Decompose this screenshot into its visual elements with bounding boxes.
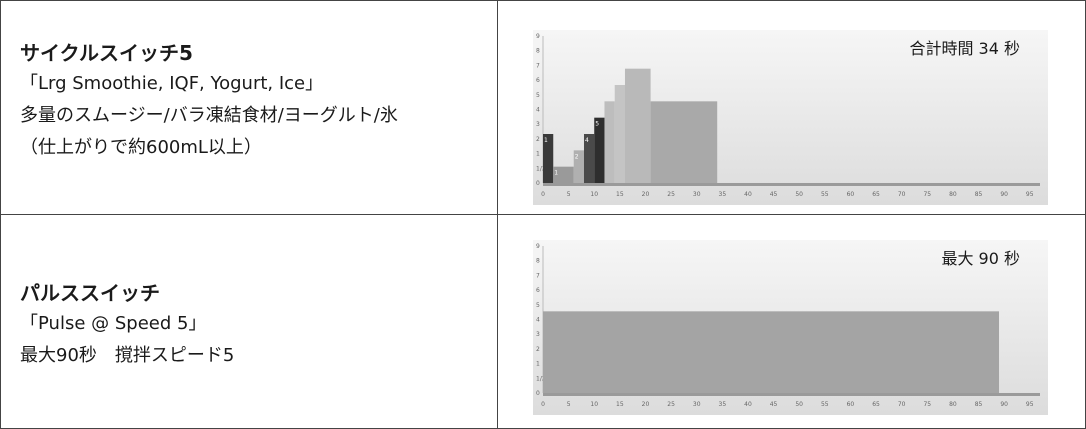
bar-data-label: 2: [575, 153, 579, 160]
cycle-switch-program-name: 「Lrg Smoothie, IQF, Yogurt, Ice」: [20, 73, 324, 94]
x-tick-label: 40: [744, 191, 752, 198]
cycle-switch-usage: 多量のスムージー/バラ凍結食材/ヨーグルト/氷: [20, 105, 398, 126]
y-tick-label: 5: [536, 302, 540, 309]
cycle-switch-title: サイクルスイッチ5: [20, 41, 193, 65]
x-tick-label: 20: [642, 191, 650, 198]
x-tick-label: 60: [847, 401, 855, 408]
y-tick-label: 9: [536, 33, 540, 40]
x-tick-label: 70: [898, 191, 906, 198]
x-tick-label: 45: [770, 401, 778, 408]
x-tick-label: 75: [923, 401, 931, 408]
x-tick-label: 0: [541, 191, 545, 198]
y-tick-label: 3: [536, 121, 540, 128]
y-tick-label: 6: [536, 287, 540, 294]
x-tick-label: 5: [567, 191, 571, 198]
x-tick-label: 25: [667, 401, 675, 408]
y-tick-label: 0: [536, 390, 540, 397]
chart-title: 合計時間 34 秒: [909, 39, 1020, 58]
pulse-switch-description: パルススイッチ 「Pulse @ Speed 5」 最大90秒 撹拌スピード5: [20, 278, 234, 372]
x-axis: [543, 393, 1040, 396]
pulse-speed-chart: 0 1/2 1 2 3 4 5 6 7 8 9 0 5 10 15 20 25 30 35 40 45 50 55 60 65 7…: [533, 240, 1048, 415]
x-tick-label: 40: [744, 401, 752, 408]
x-tick-label: 55: [821, 191, 829, 198]
x-tick-label: 25: [667, 191, 675, 198]
cycle-switch-description: サイクルスイッチ5 「Lrg Smoothie, IQF, Yogurt, Ic…: [20, 38, 398, 164]
table-border-top: [0, 0, 1086, 1]
x-tick-label: 85: [975, 191, 983, 198]
y-tick-label: 6: [536, 77, 540, 84]
x-tick-label: 95: [1026, 191, 1034, 198]
cycle-switch-volume: （仕上がりで約600mL以上）: [20, 137, 262, 158]
speed-bar: [573, 150, 584, 183]
x-tick-label: 10: [590, 191, 598, 198]
pulse-switch-title: パルススイッチ: [20, 281, 160, 305]
x-tick-label: 80: [949, 191, 957, 198]
y-tick-label: 1/2: [536, 165, 546, 172]
x-tick-label: 75: [923, 191, 931, 198]
x-tick-label: 90: [1000, 191, 1008, 198]
pulse-switch-usage: 最大90秒 撹拌スピード5: [20, 345, 235, 366]
row-divider: [0, 214, 1086, 215]
x-tick-label: 0: [541, 401, 545, 408]
x-tick-label: 65: [872, 401, 880, 408]
x-tick-label: 65: [872, 191, 880, 198]
x-tick-label: 5: [567, 401, 571, 408]
y-tick-label: 1/2: [536, 375, 546, 382]
x-tick-label: 80: [949, 401, 957, 408]
bar-data-label: 5: [595, 121, 599, 128]
y-tick-label: 3: [536, 331, 540, 338]
y-tick-label: 4: [536, 107, 540, 114]
chart-title: 最大 90 秒: [941, 249, 1020, 268]
speed-bar: [614, 85, 625, 183]
x-tick-label: 70: [898, 401, 906, 408]
y-tick-label: 7: [536, 62, 540, 69]
y-tick-label: 8: [536, 48, 540, 55]
bar-data-label: 1: [554, 170, 558, 177]
y-tick-label: 0: [536, 180, 540, 187]
y-tick-label: 1: [536, 361, 540, 368]
x-tick-label: 35: [719, 191, 727, 198]
x-tick-label: 30: [693, 191, 701, 198]
x-tick-label: 55: [821, 401, 829, 408]
speed-bar: [604, 101, 615, 183]
y-tick-label: 9: [536, 243, 540, 250]
x-tick-label: 85: [975, 401, 983, 408]
x-tick-label: 45: [770, 191, 778, 198]
y-tick-label: 5: [536, 92, 540, 99]
speed-bar: [650, 101, 718, 183]
pulse-switch-program-name: 「Pulse @ Speed 5」: [20, 313, 207, 334]
x-tick-label: 50: [795, 191, 803, 198]
cycle-speed-chart: 0 1/2 1 2 3 4 5 6 7 8 9 1 1 2 4 5 0 5 10 15 20 25 30 35 40 45 50 55…: [533, 30, 1048, 205]
speed-bar: [583, 134, 595, 183]
table-border-left: [0, 0, 1, 429]
speed-bar: [543, 134, 554, 183]
speed-bar: [594, 117, 605, 183]
column-divider: [497, 0, 498, 429]
x-tick-label: 30: [693, 401, 701, 408]
x-tick-label: 50: [795, 401, 803, 408]
y-tick-label: 2: [536, 346, 540, 353]
x-tick-label: 95: [1026, 401, 1034, 408]
y-tick-label: 1: [536, 151, 540, 158]
x-tick-label: 90: [1000, 401, 1008, 408]
x-axis: [543, 183, 1040, 186]
y-tick-label: 8: [536, 258, 540, 265]
y-tick-label: 4: [536, 317, 540, 324]
x-tick-label: 35: [719, 401, 727, 408]
x-tick-label: 60: [847, 191, 855, 198]
x-tick-label: 15: [616, 191, 624, 198]
y-tick-label: 7: [536, 272, 540, 279]
x-tick-label: 15: [616, 401, 624, 408]
speed-bar: [624, 68, 651, 183]
speed-bar: [543, 311, 1000, 393]
x-tick-label: 10: [590, 401, 598, 408]
bar-data-label: 1: [544, 137, 548, 144]
x-tick-label: 20: [642, 401, 650, 408]
speed-bar: [553, 166, 574, 183]
y-tick-label: 2: [536, 136, 540, 143]
bar-data-label: 4: [585, 137, 589, 144]
